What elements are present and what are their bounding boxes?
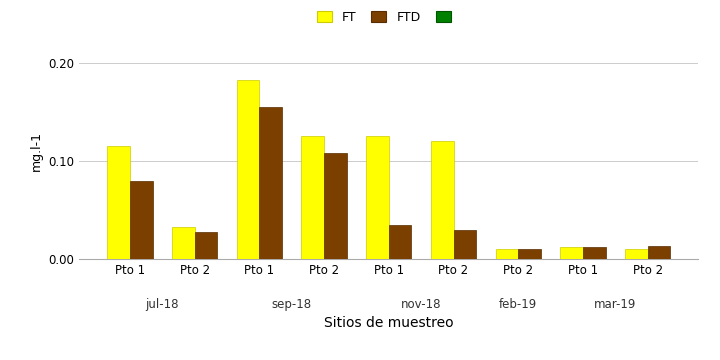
Bar <box>259 107 282 259</box>
Bar <box>172 227 194 259</box>
Bar <box>495 249 518 259</box>
Bar <box>625 249 647 259</box>
Text: feb-19: feb-19 <box>499 298 537 311</box>
Text: jul-18: jul-18 <box>145 298 179 311</box>
Bar <box>107 146 130 259</box>
Bar <box>560 247 583 259</box>
Bar <box>194 232 217 259</box>
Bar <box>324 153 347 259</box>
Bar <box>237 80 259 259</box>
Bar <box>431 141 454 259</box>
Bar <box>454 230 476 259</box>
Text: nov-18: nov-18 <box>401 298 441 311</box>
Bar <box>302 136 324 259</box>
Legend: FT, FTD, : FT, FTD, <box>317 10 461 23</box>
Bar <box>389 225 411 259</box>
Text: mar-19: mar-19 <box>594 298 636 311</box>
Y-axis label: mg.l-1: mg.l-1 <box>30 131 42 171</box>
Bar <box>647 247 670 259</box>
X-axis label: Sitios de muestreo: Sitios de muestreo <box>324 316 454 330</box>
Text: sep-18: sep-18 <box>271 298 312 311</box>
Bar <box>130 181 153 259</box>
Bar <box>518 249 541 259</box>
Bar <box>583 247 606 259</box>
Bar <box>366 136 389 259</box>
